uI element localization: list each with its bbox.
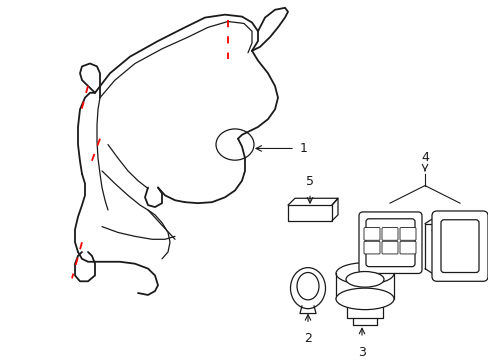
FancyBboxPatch shape — [440, 220, 478, 273]
Ellipse shape — [335, 263, 393, 284]
FancyBboxPatch shape — [399, 241, 415, 254]
Text: 5: 5 — [305, 175, 313, 188]
FancyBboxPatch shape — [365, 219, 414, 267]
FancyBboxPatch shape — [381, 228, 397, 240]
FancyBboxPatch shape — [399, 228, 415, 240]
Text: 4: 4 — [420, 151, 428, 164]
FancyBboxPatch shape — [381, 241, 397, 254]
Text: 2: 2 — [304, 332, 311, 345]
Ellipse shape — [346, 271, 383, 287]
Ellipse shape — [290, 267, 325, 309]
FancyBboxPatch shape — [358, 212, 421, 274]
Text: 3: 3 — [357, 346, 365, 359]
FancyBboxPatch shape — [363, 241, 379, 254]
FancyBboxPatch shape — [431, 211, 487, 281]
FancyBboxPatch shape — [363, 228, 379, 240]
Text: 1: 1 — [299, 142, 307, 155]
Ellipse shape — [296, 273, 318, 300]
Ellipse shape — [335, 288, 393, 310]
